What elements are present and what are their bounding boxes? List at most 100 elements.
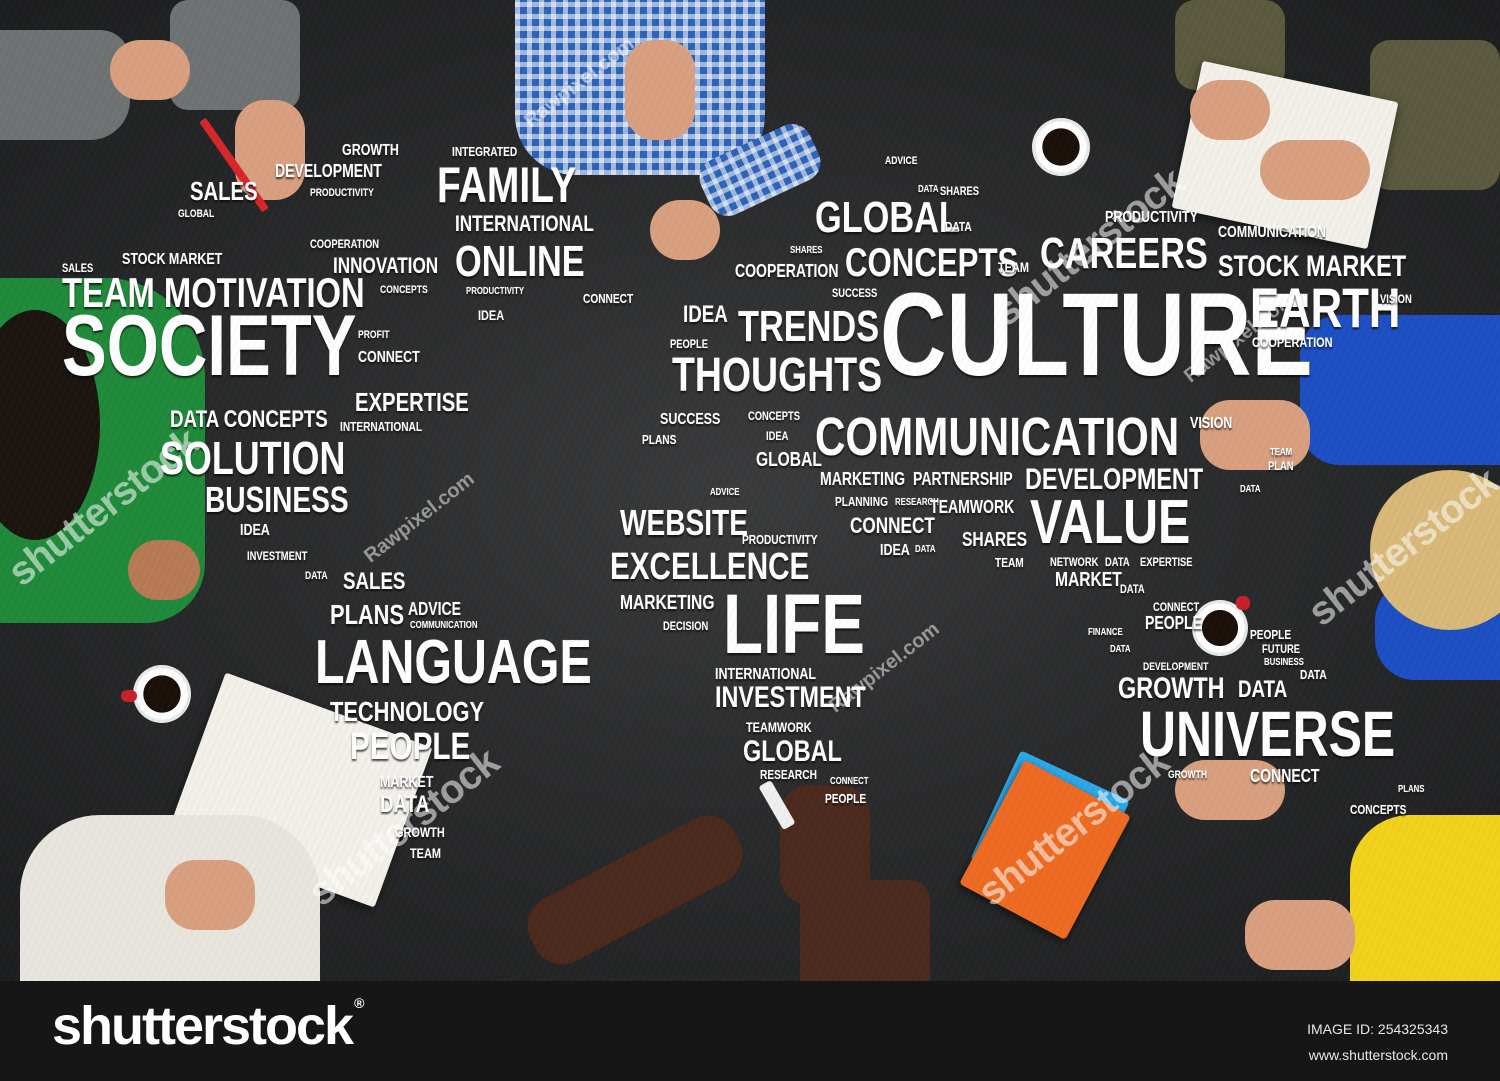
word: COOPERATION	[310, 237, 379, 251]
word: DATA	[918, 184, 939, 195]
word: INTERNATIONAL	[455, 211, 594, 236]
word: PEOPLE	[670, 337, 708, 351]
shutterstock-logo[interactable]: shutterstock ®	[52, 995, 364, 1057]
word: COMMUNICATION	[410, 620, 478, 631]
word: DECISION	[663, 619, 709, 633]
word: VISION	[1380, 292, 1412, 306]
word: CONCEPTS	[845, 241, 1019, 285]
word: IDEA	[766, 429, 789, 443]
cup-handle	[121, 690, 137, 702]
word: CONNECT	[830, 776, 869, 787]
word: TEAM	[998, 259, 1029, 275]
word: PLANNING	[835, 494, 888, 509]
person-top-left-arm-2	[170, 0, 300, 110]
word: CAREERS	[1040, 229, 1208, 278]
forearm	[800, 880, 930, 981]
site-url[interactable]: www.shutterstock.com	[1308, 1047, 1448, 1063]
word: TEAMWORK	[746, 719, 812, 735]
word: NETWORK	[1050, 555, 1099, 569]
word: EXPERTISE	[355, 387, 469, 417]
hand	[1200, 400, 1310, 470]
word: TEAM	[1270, 447, 1293, 458]
word: DATA	[1110, 644, 1131, 655]
word: CONNECT	[583, 291, 634, 306]
word: MARKET	[380, 774, 434, 791]
fist	[650, 200, 720, 260]
word: GLOBAL	[178, 208, 215, 220]
hand	[625, 40, 695, 140]
word: PROFIT	[358, 329, 390, 341]
word: IDEA	[478, 307, 505, 323]
coffee-cup-icon	[133, 665, 191, 723]
image-meta: IMAGE ID: 254325343 www.shutterstock.com	[1307, 1021, 1448, 1073]
word: ONLINE	[455, 237, 585, 286]
word: GROWTH	[342, 142, 399, 159]
word: PRODUCTIVITY	[742, 532, 818, 547]
word: ADVICE	[408, 599, 462, 619]
word: COMMUNICATION	[815, 407, 1180, 467]
word: TRENDS	[738, 302, 880, 351]
word: DATA	[1120, 582, 1145, 596]
word: CONNECT	[358, 349, 420, 366]
word: SALES	[343, 568, 406, 595]
word: DATA	[915, 544, 936, 555]
word: FINANCE	[1088, 627, 1123, 638]
word: CONNECT	[1250, 766, 1320, 786]
word: DATA	[1240, 484, 1261, 495]
word: CONCEPTS	[380, 284, 428, 296]
word: GROWTH	[395, 824, 445, 840]
word: CULTURE	[880, 269, 1313, 401]
word: RESEARCH	[895, 497, 939, 508]
word: EARTH	[1250, 276, 1401, 339]
word: BUSINESS	[205, 479, 349, 520]
word: SOCIETY	[62, 298, 357, 394]
word: DATA	[305, 570, 328, 582]
hand	[1190, 80, 1270, 140]
word: INVESTMENT	[715, 681, 866, 714]
word: PRODUCTIVITY	[310, 187, 374, 199]
hand	[128, 540, 200, 600]
word: INTERNATIONAL	[340, 419, 423, 434]
word: ADVICE	[710, 487, 740, 498]
word: INNOVATION	[333, 253, 439, 278]
word: TECHNOLOGY	[330, 696, 485, 727]
word: FAMILY	[437, 157, 577, 213]
word: DATA	[1238, 676, 1288, 703]
word: WEBSITE	[620, 502, 748, 543]
word: DATA CONCEPTS	[170, 406, 328, 433]
logo-text: shutterstock	[52, 996, 354, 1056]
word: UNIVERSE	[1140, 698, 1396, 770]
word: SALES	[190, 176, 258, 206]
registered-mark: ®	[354, 995, 365, 1011]
word: TEAM	[995, 555, 1024, 570]
word: CONNECT	[1153, 600, 1200, 614]
word: EXCELLENCE	[610, 546, 810, 588]
photo: GROWTH DEVELOPMENT SALES PRODUCTIVITY GL…	[0, 0, 1500, 981]
word: SALES	[62, 261, 94, 275]
word: CONNECT	[850, 513, 935, 538]
word: RESEARCH	[760, 767, 817, 782]
person-right-hair	[1370, 470, 1500, 630]
cup-handle	[1236, 596, 1250, 610]
word: SUCCESS	[660, 411, 721, 428]
word: IDEA	[880, 542, 910, 559]
word: SHARES	[790, 245, 823, 256]
world-map-word-cloud: GROWTH DEVELOPMENT SALES PRODUCTIVITY GL…	[62, 142, 1424, 861]
word: PLANS	[330, 599, 405, 630]
word: GLOBAL	[815, 193, 960, 242]
word: VALUE	[1030, 488, 1191, 557]
word: CONCEPTS	[1350, 802, 1407, 817]
word: PLANS	[642, 432, 677, 447]
word: STOCK MARKET	[122, 251, 223, 268]
word: GLOBAL	[743, 735, 842, 768]
word: PARTNERSHIP	[913, 469, 1013, 489]
word: FUTURE	[1262, 642, 1300, 656]
word: INTERNATIONAL	[715, 666, 816, 683]
word: DATA	[945, 219, 972, 234]
coffee-cup-icon	[1032, 118, 1090, 176]
word: CONCEPTS	[748, 409, 801, 423]
word: COOPERATION	[735, 261, 839, 281]
person-left-hair	[0, 310, 100, 540]
word: EXPERTISE	[1140, 555, 1193, 569]
word: GROWTH	[1118, 672, 1225, 705]
